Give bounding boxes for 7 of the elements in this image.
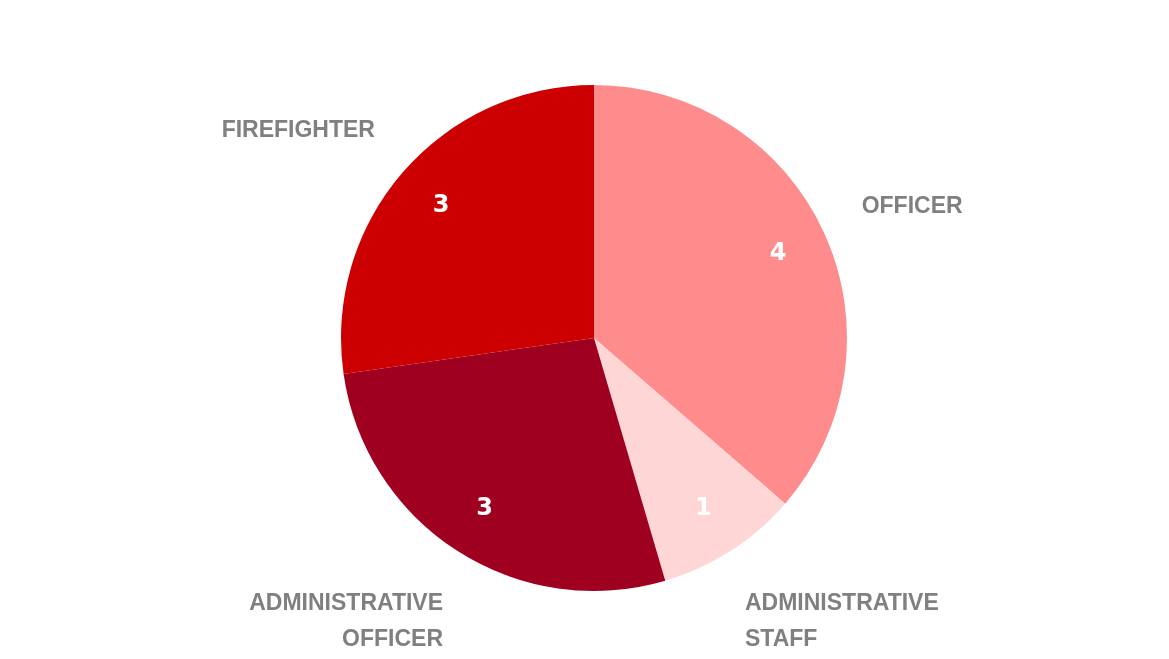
data-label: 3 (432, 189, 450, 218)
slice-label: ADMINISTRATIVE STAFF (744, 589, 939, 652)
data-label: 4 (769, 238, 787, 267)
slice-label: FIREFIGHTER (221, 116, 376, 143)
slice-label: ADMINISTRATIVE OFFICER (249, 589, 444, 652)
slice-label: OFFICER (861, 191, 963, 218)
data-label: 3 (476, 492, 493, 521)
